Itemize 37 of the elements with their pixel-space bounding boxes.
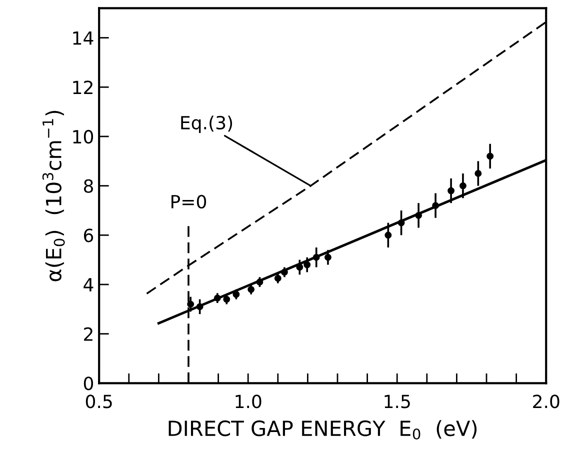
point xyxy=(312,254,320,261)
point xyxy=(432,202,440,210)
point xyxy=(304,261,311,268)
point xyxy=(415,212,422,219)
point xyxy=(280,268,288,276)
point xyxy=(232,290,240,298)
point xyxy=(296,264,304,271)
point xyxy=(398,219,405,226)
point xyxy=(256,278,264,286)
x-tick-label: 1.5 xyxy=(384,394,410,408)
y-tick-label: 10 xyxy=(73,130,94,144)
annotation: P=0 xyxy=(172,194,206,209)
x-tick-label: 2.0 xyxy=(533,394,560,408)
point xyxy=(324,254,332,261)
y-tick-label: 12 xyxy=(73,80,92,94)
point xyxy=(214,294,221,302)
point xyxy=(474,170,482,177)
point xyxy=(459,182,466,190)
point xyxy=(196,303,204,310)
x-tick-label: 0.5 xyxy=(86,394,112,408)
point xyxy=(486,152,494,160)
annotation: Eq.(3) xyxy=(181,116,232,134)
point xyxy=(187,300,194,308)
point xyxy=(274,274,282,282)
y-tick-label: 2 xyxy=(84,327,92,341)
point xyxy=(384,232,392,239)
y-axis-title: α(E$_{0}$) (10$^{3}$cm$^{−1}$) xyxy=(42,110,65,282)
y-tick-label: 4 xyxy=(84,278,94,292)
y-tick-label: 6 xyxy=(84,228,94,242)
y-tick-label: 8 xyxy=(84,179,93,193)
y-tick-label: 0 xyxy=(84,376,94,390)
point xyxy=(223,296,230,303)
point xyxy=(248,286,255,293)
x-axis-title: DIRECT GAP ENERGY E$_{0}$ (eV) xyxy=(168,420,477,440)
x-tick-label: 1.0 xyxy=(236,394,262,408)
y-tick-label: 14 xyxy=(73,31,94,45)
point xyxy=(448,187,455,194)
